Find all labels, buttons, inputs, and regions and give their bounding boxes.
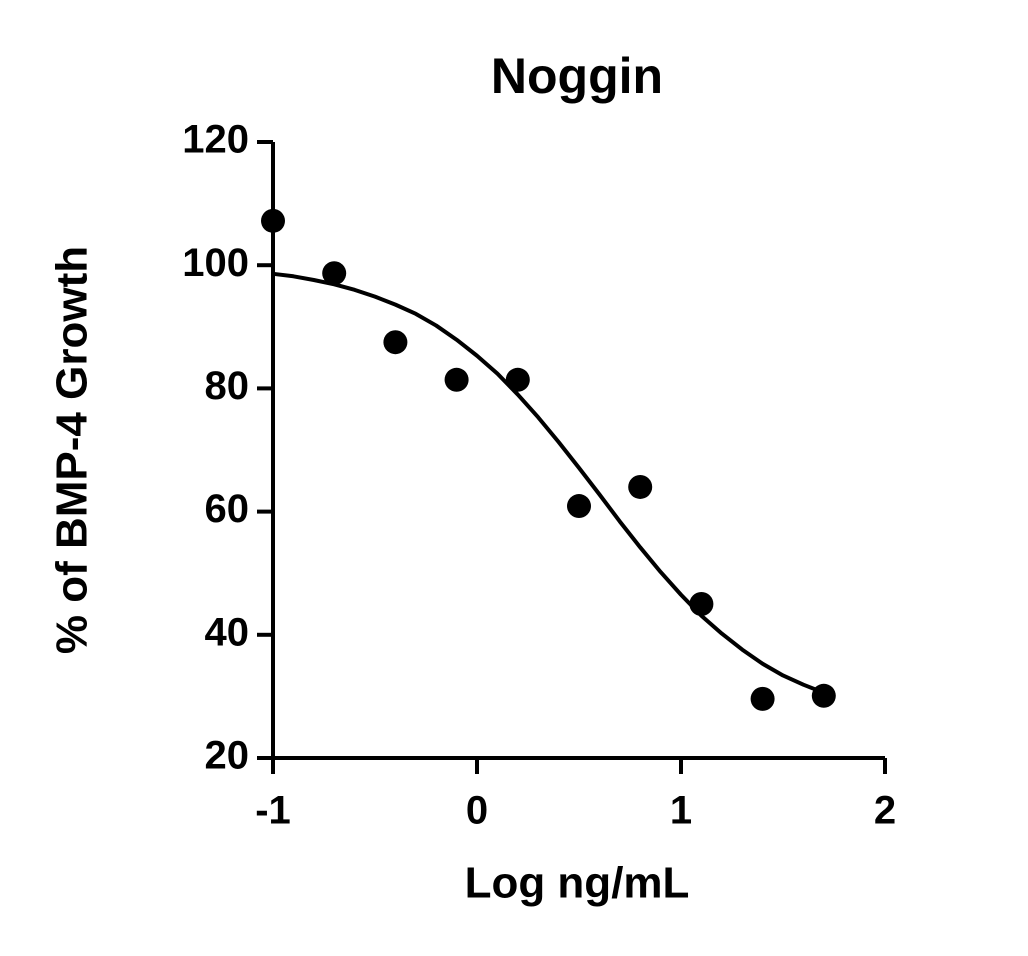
data-point [689,592,714,616]
data-point [444,367,469,392]
y-tick-label: 120 [182,118,249,162]
y-tick-label: 20 [205,734,250,778]
x-tick-label: -1 [255,789,291,833]
data-point [383,330,408,355]
data-point [505,367,530,392]
chart-title: Noggin [491,48,663,104]
x-tick-label: 0 [466,789,488,833]
data-point [261,208,285,233]
data-point [322,261,347,286]
data-point [750,686,775,711]
data-point [628,474,653,499]
data-point [811,683,836,708]
y-tick-label: 40 [205,610,250,654]
x-tick-label: 1 [670,789,692,833]
y-axis-title: % of BMP-4 Growth [48,246,97,654]
x-tick-label: 2 [874,789,896,833]
x-axis-title: Log ng/mL [465,859,690,908]
y-tick-label: 100 [182,241,249,285]
fit-curve [272,271,825,695]
y-tick-label: 80 [205,364,250,408]
data-point [567,494,591,519]
y-tick-label: 60 [205,487,250,531]
